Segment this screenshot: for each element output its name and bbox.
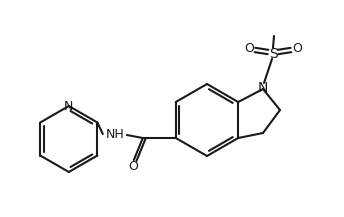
- Text: O: O: [244, 43, 254, 56]
- Text: NH: NH: [106, 128, 124, 140]
- Text: O: O: [292, 43, 302, 56]
- Text: N: N: [64, 100, 74, 112]
- Text: N: N: [258, 81, 268, 95]
- Text: O: O: [128, 159, 138, 173]
- Text: S: S: [269, 47, 277, 61]
